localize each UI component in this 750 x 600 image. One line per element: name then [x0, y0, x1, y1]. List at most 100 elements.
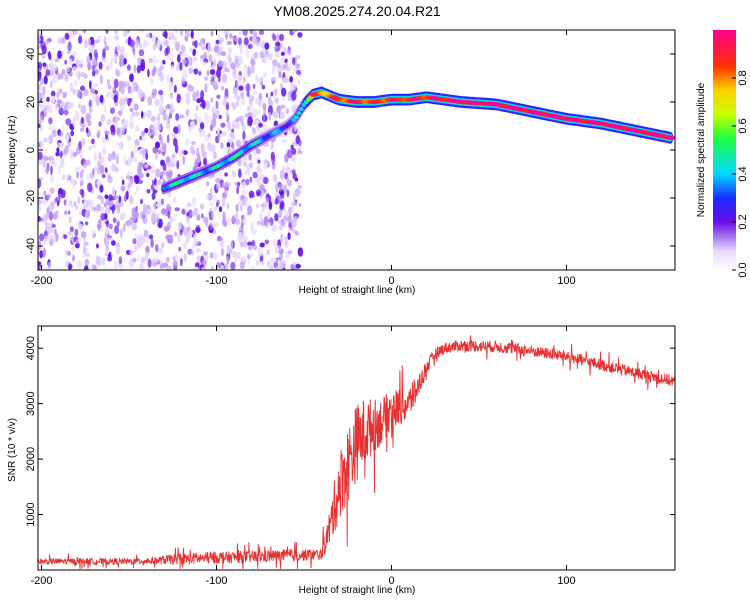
spectrogram-noise-blob [67, 50, 71, 55]
spectrogram-noise-blob [104, 45, 110, 51]
spectrogram-noise-blob [166, 134, 170, 144]
spectrogram-noise-blob [145, 245, 150, 253]
spectrogram-noise-blob [46, 206, 51, 214]
spectrogram-noise-blob [175, 30, 178, 33]
spectrogram-noise-blob [289, 82, 295, 92]
spectrogram-noise-blob [38, 73, 42, 82]
spectrogram-noise-blob [92, 144, 97, 149]
spectrogram-noise-blob [154, 152, 159, 159]
spectrogram-y-axis-label: Frequency (Hz) [7, 116, 18, 185]
spectrogram-noise-blob [292, 173, 297, 180]
spectrogram-noise-blob [106, 65, 110, 72]
spectrogram-noise-blob [54, 57, 60, 63]
spectrogram-noise-blob [210, 30, 214, 37]
spectrogram-noise-blob [180, 257, 183, 267]
spectrogram-noise-blob [285, 210, 290, 218]
spectrogram-noise-blob [39, 113, 44, 124]
spectrogram-noise-blob [249, 116, 253, 127]
spectrogram-noise-blob [257, 99, 263, 108]
spectrogram-noise-blob [195, 105, 199, 112]
spectrogram-noise-blob [263, 71, 266, 79]
spectrogram-noise-blob [192, 196, 196, 206]
spectrogram-noise-blob [107, 253, 112, 258]
spectrogram-noise-blob [56, 99, 62, 104]
y-tick-label: 2000 [25, 447, 37, 471]
spectrogram-noise-blob [188, 67, 194, 74]
spectrogram-noise-blob [196, 214, 201, 221]
spectrogram-noise-blob [94, 52, 99, 61]
spectrogram-noise-blob [275, 41, 281, 47]
spectrogram-noise-blob [271, 224, 278, 232]
spectrogram-noise-blob [139, 42, 143, 49]
spectrogram-noise-blob [243, 64, 248, 71]
spectrogram-noise-blob [113, 78, 119, 89]
spectrogram-noise-blob [225, 32, 228, 41]
spectrogram-noise-blob [138, 172, 144, 179]
spectrogram-noise-blob [162, 114, 167, 121]
spectrogram-noise-blob [79, 179, 84, 187]
spectrogram-noise-blob [64, 73, 69, 82]
spectrogram-noise-blob [235, 218, 240, 226]
spectrogram-noise-blob [286, 49, 292, 56]
spectrogram-noise-blob [212, 114, 217, 121]
spectrogram-noise-blob [152, 43, 157, 51]
spectrogram-noise-blob [79, 188, 84, 195]
spectrogram-noise-blob [275, 265, 281, 270]
spectrogram-noise-blob [176, 233, 181, 244]
spectrogram-noise-blob [72, 88, 76, 95]
spectrogram-noise-blob [207, 133, 212, 138]
spectrogram-noise-blob [80, 116, 85, 125]
spectrogram-noise-blob [287, 149, 293, 159]
spectrogram-noise-blob [210, 47, 213, 52]
spectrogram-noise-blob [160, 198, 165, 205]
spectrogram-noise-blob [267, 210, 271, 220]
spectrogram-noise-blob [96, 243, 99, 249]
spectrogram-noise-blob [213, 221, 219, 228]
spectrogram-noise-blob [105, 167, 108, 174]
spectrogram-noise-blob [249, 103, 253, 113]
spectrogram-noise-blob [48, 51, 51, 60]
spectrogram-noise-blob [283, 76, 289, 84]
spectrogram-noise-blob [166, 122, 171, 129]
spectrogram-noise-blob [98, 121, 102, 127]
spectrogram-noise-blob [298, 125, 301, 131]
spectrogram-noise-blob [282, 165, 285, 173]
spectrogram-noise-blob [123, 30, 128, 37]
spectrogram-noise-blob [235, 139, 242, 148]
spectrogram-noise-blob [164, 47, 169, 57]
spectrogram-noise-blob [179, 148, 185, 158]
spectrogram-noise-blob [205, 100, 210, 111]
spectrogram-noise-blob [99, 164, 105, 174]
spectrogram-noise-blob [241, 189, 247, 197]
spectrogram-noise-blob [165, 171, 171, 176]
spectrogram-noise-blob [250, 221, 254, 232]
spectrogram-noise-blob [69, 231, 74, 242]
spectrogram-noise-blob [218, 212, 222, 218]
spectrogram-noise-blob [78, 63, 84, 68]
spectrogram-noise-blob [258, 123, 263, 128]
spectrogram-trace-core [293, 115, 299, 120]
spectrogram-noise-blob [291, 91, 297, 101]
spectrogram-noise-blob [266, 221, 271, 228]
spectrogram-noise-blob [81, 137, 86, 146]
spectrogram-trace-core [666, 135, 675, 140]
spectrogram-noise-blob [67, 30, 73, 36]
spectrogram-noise-blob [72, 151, 78, 157]
spectrogram-noise-blob [229, 132, 235, 139]
spectrogram-noise-blob [100, 196, 104, 205]
spectrogram-noise-blob [198, 71, 202, 76]
spectrogram-noise-blob [166, 74, 170, 83]
spectrogram-noise-blob [94, 39, 100, 44]
spectrogram-noise-blob [247, 166, 250, 177]
spectrogram-noise-blob [38, 123, 41, 128]
spectrogram-noise-blob [79, 149, 83, 160]
spectrogram-noise-blob [204, 82, 208, 93]
spectrogram-noise-blob [72, 66, 77, 71]
spectrogram-noise-blob [38, 36, 41, 42]
spectrogram-noise-blob [162, 162, 167, 171]
spectrogram-noise-blob [219, 37, 225, 43]
spectrogram-noise-blob [104, 252, 108, 257]
spectrogram-noise-blob [183, 226, 188, 237]
spectrogram-noise-blob [75, 109, 79, 120]
spectrogram-noise-blob [274, 174, 277, 184]
